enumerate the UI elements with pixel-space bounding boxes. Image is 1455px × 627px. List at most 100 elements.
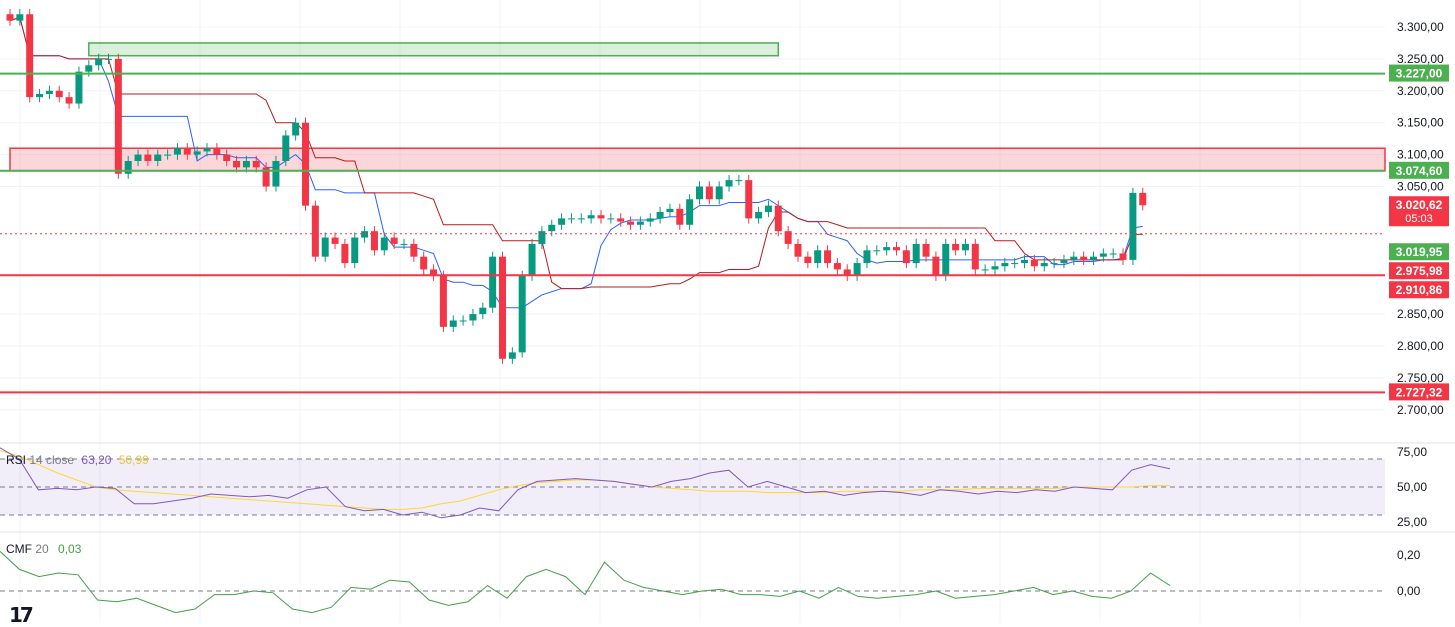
- price-label: 3.227,00: [1396, 67, 1443, 81]
- candle-body: [6, 14, 14, 21]
- candle: [902, 245, 910, 269]
- axis-tick-label: 3.100,00: [1397, 148, 1444, 162]
- rsi-legend: RSI 14 close 63,20 50,99: [6, 453, 149, 467]
- candle-body: [587, 215, 595, 219]
- candle: [1080, 251, 1088, 265]
- candle: [321, 232, 329, 262]
- candle-body: [144, 154, 152, 161]
- rsi-ma-line: [0, 450, 1170, 510]
- candle: [587, 210, 595, 224]
- candle: [95, 53, 103, 71]
- candle: [981, 264, 989, 275]
- candle: [449, 315, 457, 332]
- candle: [961, 238, 969, 256]
- candle-body: [952, 243, 960, 251]
- candle-body: [666, 208, 674, 213]
- candle-body: [233, 160, 241, 168]
- candle-body: [567, 218, 575, 220]
- candle-body: [302, 122, 309, 206]
- candle-body: [912, 243, 920, 264]
- candle: [597, 210, 605, 224]
- candle: [459, 315, 467, 326]
- candle-body: [292, 122, 300, 136]
- candle-body: [459, 320, 467, 322]
- price-label-bg: [1389, 161, 1449, 179]
- candle: [479, 302, 487, 320]
- candle: [105, 53, 112, 65]
- candle-body: [873, 250, 881, 252]
- candle-body: [961, 243, 969, 251]
- candle: [715, 181, 723, 205]
- candle-body: [282, 135, 290, 161]
- candle: [26, 9, 34, 103]
- axis-tick-label: 3.150,00: [1397, 116, 1444, 130]
- candle: [764, 200, 772, 218]
- candle: [705, 181, 713, 205]
- candle: [814, 245, 822, 269]
- candle: [311, 200, 319, 262]
- candle: [203, 143, 211, 157]
- rsi-params: 14 close: [29, 453, 75, 467]
- candle: [922, 238, 930, 262]
- candle-body: [676, 208, 684, 225]
- candle-body: [636, 221, 644, 225]
- price-label-bg: [1389, 383, 1449, 401]
- candle: [518, 270, 526, 358]
- axis-tick-label: 2.850,00: [1397, 307, 1444, 321]
- candle: [410, 238, 418, 262]
- candle-body: [430, 269, 438, 276]
- candle-body: [784, 231, 792, 244]
- candle: [538, 226, 546, 250]
- candle-body: [65, 97, 73, 104]
- candle-body: [853, 263, 861, 276]
- candle: [1030, 254, 1038, 272]
- candle-body: [607, 218, 615, 220]
- candle: [292, 117, 300, 141]
- cmf-title: CMF: [6, 542, 32, 556]
- price-label-bg: [1389, 243, 1449, 261]
- candle-body: [1080, 256, 1088, 260]
- candle-body: [26, 14, 34, 98]
- candle-body: [646, 218, 654, 222]
- candle-body: [439, 275, 447, 327]
- candle-body: [400, 243, 408, 245]
- candle: [36, 88, 44, 103]
- candle: [558, 213, 566, 230]
- candle-body: [420, 256, 428, 270]
- candle-body: [390, 237, 398, 244]
- candle: [952, 238, 960, 256]
- candle: [883, 242, 891, 256]
- candle: [1040, 257, 1048, 272]
- candle: [45, 85, 53, 100]
- candle: [617, 213, 625, 227]
- candle-body: [991, 266, 999, 270]
- candle: [843, 264, 851, 281]
- candle: [942, 238, 950, 281]
- axis-tick-label: 3.250,00: [1397, 52, 1444, 66]
- candle-body: [55, 90, 63, 98]
- candle-body: [499, 256, 506, 359]
- cmf-legend: CMF 20 0,03: [6, 542, 81, 556]
- candle: [114, 53, 122, 179]
- candle-body: [331, 237, 339, 244]
- candle: [1099, 248, 1107, 262]
- price-label: 2.910,86: [1396, 283, 1443, 297]
- rsi-line: [0, 447, 1171, 519]
- candle-body: [1040, 263, 1048, 267]
- candle: [932, 251, 940, 281]
- candle: [971, 238, 979, 275]
- cmf-tick-label: 0,00: [1397, 584, 1421, 598]
- candle: [154, 149, 162, 167]
- candle: [164, 149, 172, 160]
- candle-body: [1099, 253, 1107, 257]
- candle-body: [804, 256, 812, 264]
- candle-body: [1021, 259, 1029, 264]
- candle-body: [617, 218, 625, 222]
- candle: [794, 238, 802, 262]
- candle: [144, 149, 152, 167]
- candle: [223, 149, 231, 167]
- zone: [88, 42, 780, 57]
- candle-body: [351, 237, 359, 264]
- candle: [784, 226, 792, 250]
